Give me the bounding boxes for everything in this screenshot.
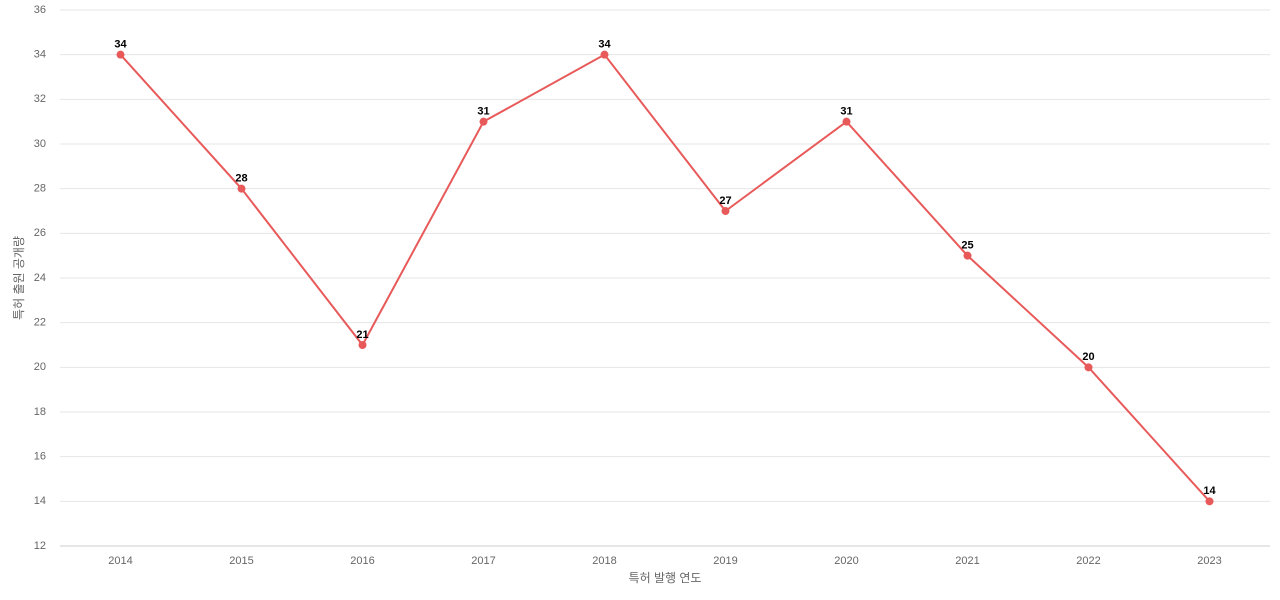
y-tick-label: 20 (34, 361, 46, 373)
y-tick-label: 22 (34, 317, 46, 329)
y-tick-label: 34 (34, 49, 46, 61)
x-tick-label: 2022 (1076, 555, 1100, 567)
x-tick-label: 2021 (955, 555, 979, 567)
value-label: 14 (1203, 485, 1216, 497)
value-label: 34 (598, 39, 611, 51)
point (721, 207, 730, 215)
y-tick-label: 26 (34, 227, 46, 239)
value-label: 28 (235, 173, 247, 185)
y-tick-label: 36 (34, 4, 46, 16)
point (116, 50, 125, 59)
x-tick-label: 2017 (471, 555, 495, 567)
value-label: 27 (719, 195, 731, 207)
y-tick-label: 12 (34, 540, 46, 552)
y-tick-label: 32 (34, 93, 46, 105)
x-axis-title: 특허 발행 연도 (629, 570, 702, 585)
value-label: 31 (840, 106, 852, 118)
y-tick-label: 28 (34, 183, 46, 195)
y-tick-label: 24 (34, 272, 46, 284)
x-tick-label: 2014 (108, 555, 132, 567)
point (1084, 363, 1093, 372)
x-tick-label: 2015 (229, 555, 253, 567)
y-tick-label: 18 (34, 406, 46, 418)
point (237, 184, 246, 193)
x-tick-label: 2019 (713, 555, 737, 567)
x-tick-label: 2023 (1197, 555, 1221, 567)
point (963, 251, 972, 260)
value-label: 20 (1082, 351, 1094, 363)
value-label: 21 (356, 329, 368, 341)
point (1205, 497, 1214, 506)
y-tick-label: 30 (34, 138, 46, 150)
point (842, 117, 851, 126)
x-tick-label: 2018 (592, 555, 616, 567)
x-tick-label: 2016 (350, 555, 374, 567)
y-tick-label: 16 (34, 451, 46, 463)
value-label: 31 (477, 106, 489, 118)
value-label: 34 (114, 39, 127, 51)
line (119, 53, 1211, 503)
y-axis-title: 특허 출원 공개량 (12, 236, 26, 320)
x-tick-label: 2020 (834, 555, 858, 567)
value-label: 25 (961, 240, 973, 252)
point (600, 50, 609, 59)
y-tick-label: 14 (34, 495, 46, 507)
point (479, 117, 488, 126)
point (358, 341, 367, 349)
